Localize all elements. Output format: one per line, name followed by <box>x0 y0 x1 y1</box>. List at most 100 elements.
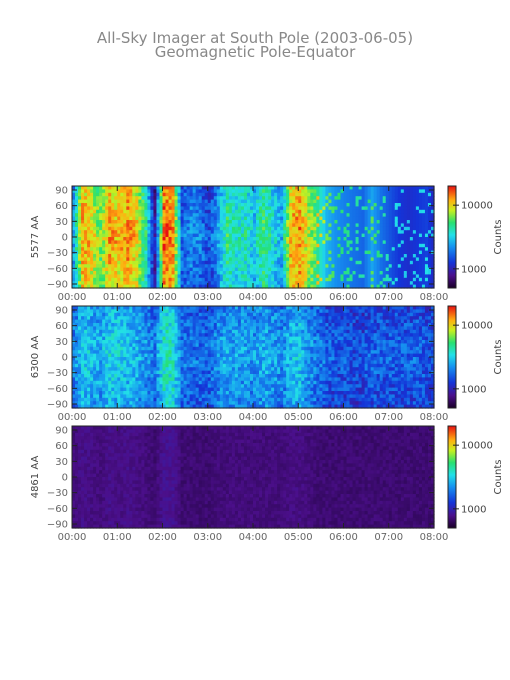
heatmap-cell <box>81 329 85 334</box>
heatmap-cell <box>165 220 170 224</box>
heatmap-cell <box>192 401 197 406</box>
heatmap-cell <box>192 340 197 344</box>
heatmap-cell <box>189 213 194 218</box>
heatmap-cell <box>174 350 179 355</box>
heatmap-cell <box>271 233 275 238</box>
heatmap-cell <box>93 306 97 310</box>
heatmap-cell <box>409 199 414 204</box>
heatmap-cell <box>102 353 106 358</box>
heatmap-cell <box>240 226 245 231</box>
heatmap-cell <box>186 260 191 265</box>
heatmap-cell <box>111 391 115 395</box>
heatmap-cell <box>129 274 133 279</box>
heatmap-cell <box>141 223 145 228</box>
heatmap-cell <box>391 223 396 228</box>
heatmap-cell <box>331 196 336 201</box>
y-tick-label: −60 <box>47 264 68 275</box>
heatmap-cell <box>430 274 435 279</box>
heatmap-cell <box>186 206 191 211</box>
heatmap-cell <box>249 216 254 221</box>
heatmap-cell <box>93 203 97 207</box>
heatmap-cell <box>150 374 155 378</box>
heatmap-cell <box>135 264 139 269</box>
heatmap-cell <box>319 247 323 252</box>
heatmap-cell <box>135 377 139 382</box>
heatmap-cell <box>307 281 311 286</box>
heatmap-cell <box>168 267 173 272</box>
heatmap-cell <box>105 306 109 310</box>
colorbar-label: Counts <box>493 220 504 255</box>
heatmap-cell <box>75 329 79 334</box>
heatmap-cell <box>156 206 161 211</box>
heatmap-cell <box>292 216 296 221</box>
heatmap-cell <box>123 380 127 385</box>
heatmap-cell <box>292 250 296 255</box>
heatmap-cell <box>126 247 130 252</box>
heatmap-cell <box>331 254 336 258</box>
heatmap-cell <box>259 243 263 248</box>
heatmap-cell <box>159 306 164 310</box>
heatmap-cell <box>355 209 360 214</box>
heatmap-cell <box>192 323 197 327</box>
heatmap-cell <box>259 223 263 228</box>
heatmap-cell <box>192 267 197 272</box>
heatmap-cell <box>189 192 194 197</box>
heatmap-cell <box>376 220 381 224</box>
heatmap-cell <box>337 199 342 204</box>
heatmap-cell <box>162 346 167 351</box>
heatmap-cell <box>144 230 149 235</box>
heatmap-cell <box>183 192 188 197</box>
heatmap-cell <box>162 230 167 235</box>
heatmap-cell <box>424 243 429 248</box>
heatmap-cell <box>361 281 366 286</box>
heatmap-cell <box>409 250 414 255</box>
heatmap-cell <box>262 216 266 221</box>
heatmap-cell <box>165 192 170 197</box>
heatmap-cell <box>240 237 245 241</box>
heatmap-cell <box>388 206 393 211</box>
heatmap-cell <box>240 254 245 258</box>
heatmap-cell <box>114 346 118 351</box>
heatmap-cell <box>180 233 185 238</box>
heatmap-cell <box>268 213 272 218</box>
heatmap-cell <box>159 203 164 207</box>
heatmap-cell <box>102 257 106 262</box>
heatmap-cell <box>343 260 348 265</box>
heatmap-cell <box>93 401 97 406</box>
heatmap-cell <box>189 209 194 214</box>
heatmap-cell <box>325 240 330 245</box>
heatmap-cell <box>171 281 176 286</box>
heatmap-cell <box>307 243 311 248</box>
heatmap-cell <box>243 206 248 211</box>
heatmap-cell <box>201 203 206 207</box>
heatmap-cell <box>352 216 357 221</box>
heatmap-cell <box>105 284 109 289</box>
heatmap-cell <box>144 377 149 382</box>
heatmap-cell <box>228 264 233 269</box>
heatmap-cell <box>234 220 239 224</box>
heatmap-cell <box>123 363 127 368</box>
heatmap-cell <box>301 271 305 275</box>
heatmap-cell <box>388 186 393 190</box>
heatmap-cell <box>141 220 145 224</box>
heatmap-cell <box>316 216 320 221</box>
heatmap-cell <box>265 237 269 241</box>
heatmap-cell <box>144 254 149 258</box>
heatmap-cell <box>126 377 130 382</box>
heatmap-cell <box>249 223 254 228</box>
heatmap-cell <box>397 189 402 194</box>
heatmap-cell <box>310 237 314 241</box>
heatmap-cell <box>319 264 323 269</box>
heatmap-cell <box>322 209 326 214</box>
heatmap-cell <box>418 216 423 221</box>
heatmap-cell <box>114 401 118 406</box>
heatmap-cell <box>234 281 239 286</box>
heatmap-cell <box>162 391 167 395</box>
heatmap-cell <box>295 260 299 265</box>
heatmap-cell <box>298 209 302 214</box>
heatmap-cell <box>138 391 142 395</box>
heatmap-cell <box>93 329 97 334</box>
heatmap-cell <box>265 267 269 272</box>
heatmap-cell <box>156 397 161 402</box>
heatmap-cell <box>84 267 88 272</box>
